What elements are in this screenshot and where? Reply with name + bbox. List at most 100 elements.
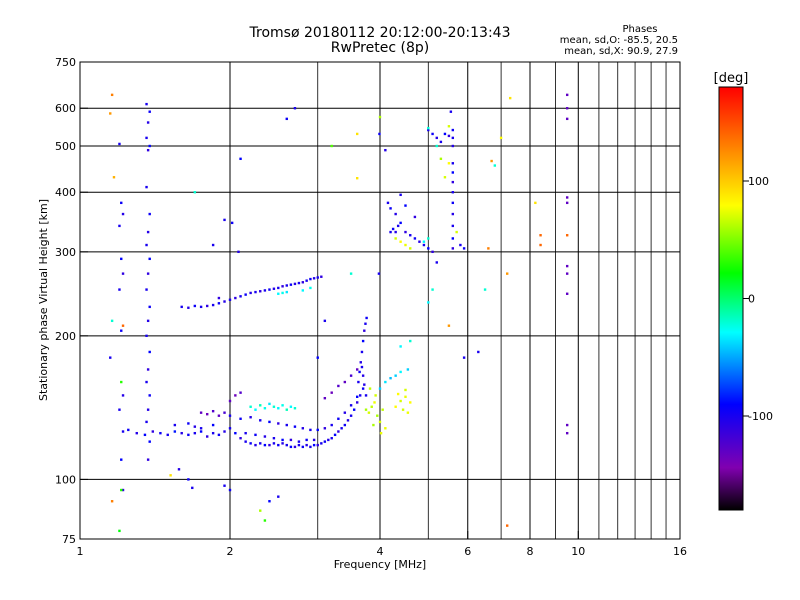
data-point	[337, 417, 340, 420]
data-point	[337, 384, 340, 388]
x-tick-label: 8	[527, 545, 534, 558]
data-point	[148, 257, 151, 261]
data-point	[357, 380, 360, 384]
data-point	[490, 159, 493, 163]
data-point	[277, 292, 280, 295]
data-point	[378, 420, 382, 424]
data-point	[404, 388, 407, 392]
data-point	[293, 407, 297, 410]
colorbar-tick-label: 100	[748, 175, 769, 188]
data-point	[301, 427, 305, 430]
data-point	[377, 272, 381, 275]
data-point	[199, 305, 203, 309]
data-point	[244, 293, 247, 296]
data-point	[435, 261, 438, 264]
data-point	[301, 445, 305, 449]
data-point	[120, 380, 123, 384]
data-point	[451, 128, 455, 132]
data-point	[413, 237, 417, 240]
data-point	[281, 404, 284, 407]
data-point	[451, 201, 455, 205]
data-point	[384, 427, 387, 430]
data-point	[211, 409, 215, 413]
data-point	[312, 443, 316, 447]
data-point	[173, 423, 177, 427]
data-point	[199, 430, 203, 433]
data-point	[364, 394, 368, 397]
data-point	[205, 304, 209, 308]
data-point	[394, 230, 397, 234]
data-point	[143, 433, 147, 437]
data-point	[451, 247, 455, 250]
data-point	[378, 115, 382, 119]
data-point	[109, 112, 112, 115]
data-point	[259, 442, 262, 445]
data-point	[565, 93, 569, 97]
data-point	[289, 405, 293, 408]
data-point	[120, 458, 123, 461]
data-point	[263, 289, 267, 292]
data-point	[293, 107, 297, 110]
data-point	[404, 395, 407, 398]
data-point	[259, 509, 262, 512]
data-point	[112, 176, 116, 179]
data-point	[169, 474, 172, 477]
y-tick-label: 500	[55, 140, 76, 153]
data-point	[180, 305, 183, 309]
data-point	[259, 404, 262, 407]
data-point	[223, 300, 226, 303]
data-point	[187, 433, 190, 437]
data-point	[281, 291, 284, 295]
data-point	[422, 243, 426, 247]
data-point	[148, 350, 151, 354]
data-point	[418, 240, 421, 243]
data-point	[289, 438, 293, 442]
data-point	[254, 290, 257, 294]
data-point	[211, 303, 215, 307]
data-point	[223, 484, 226, 487]
data-point	[374, 394, 377, 397]
data-point	[193, 304, 197, 308]
data-point	[223, 430, 226, 433]
data-point	[249, 405, 252, 408]
y-tick-label: 300	[55, 246, 76, 259]
data-point	[110, 500, 114, 503]
data-point	[254, 443, 257, 447]
data-point	[462, 356, 466, 359]
data-point	[145, 288, 148, 291]
data-point	[330, 437, 333, 440]
data-point	[316, 443, 319, 447]
data-point	[427, 128, 430, 132]
data-point	[285, 284, 288, 287]
data-point	[451, 180, 455, 184]
data-point	[349, 374, 353, 377]
data-point	[145, 243, 148, 247]
data-point	[234, 296, 237, 300]
data-point	[223, 218, 226, 222]
data-point	[439, 157, 443, 161]
data-point	[166, 433, 169, 437]
data-point	[330, 423, 333, 427]
y-tick-label: 600	[55, 102, 76, 115]
x-tick-label: 4	[377, 545, 384, 558]
data-point	[145, 102, 148, 106]
data-point	[539, 234, 542, 237]
colorbar-tick-label: 0	[748, 293, 755, 306]
x-tick-label: 16	[673, 545, 687, 558]
data-point	[323, 427, 327, 430]
phase-stats-o-mode: mean, sd,O: -85.5, 20.5	[559, 35, 678, 46]
data-point	[121, 394, 125, 397]
data-point	[146, 148, 150, 152]
data-point	[312, 438, 316, 442]
data-point	[381, 408, 384, 411]
data-point	[462, 247, 466, 250]
data-point	[110, 319, 114, 323]
data-point	[187, 306, 190, 309]
data-point	[281, 442, 284, 445]
data-point	[391, 227, 395, 231]
data-point	[199, 411, 203, 414]
data-point	[234, 431, 237, 435]
data-point	[352, 408, 356, 411]
data-point	[263, 435, 267, 438]
data-point	[187, 422, 190, 425]
